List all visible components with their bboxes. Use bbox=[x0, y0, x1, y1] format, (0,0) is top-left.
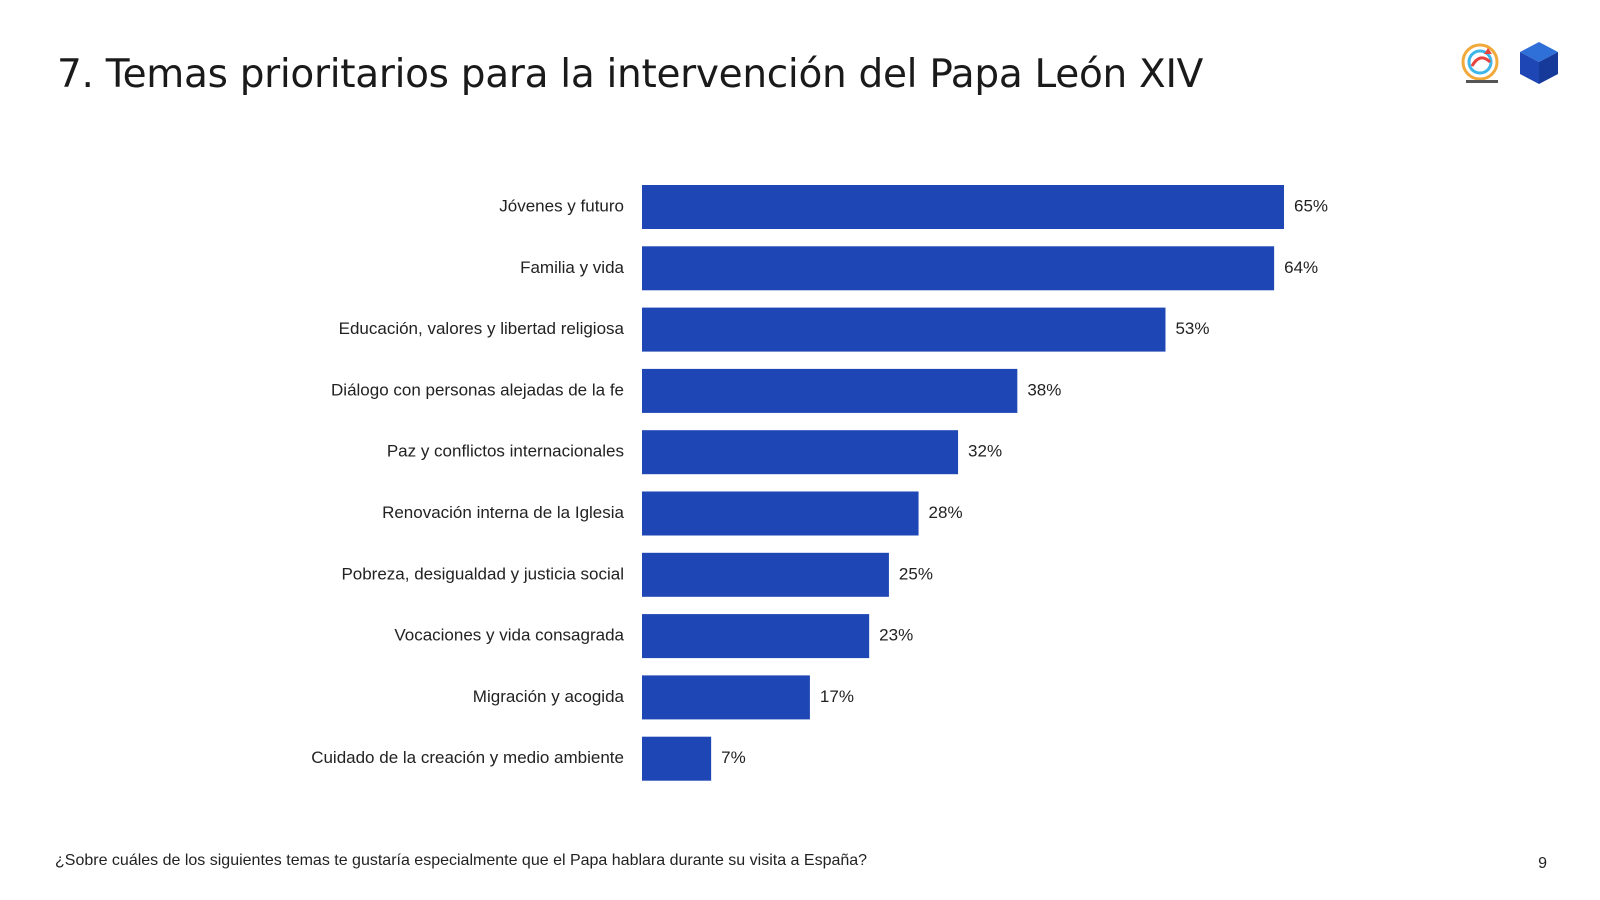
page-title: 7. Temas prioritarios para la intervenci… bbox=[57, 52, 1204, 97]
bar-chart: Jóvenes y futuro 65% Familia y vida 64% Educ… bbox=[311, 185, 1328, 781]
bar bbox=[642, 614, 870, 659]
bar bbox=[642, 675, 810, 720]
value-label: 25% bbox=[899, 564, 933, 583]
value-label: 7% bbox=[721, 748, 746, 767]
bar bbox=[642, 430, 959, 475]
value-label: 28% bbox=[929, 503, 963, 522]
bar bbox=[642, 307, 1166, 352]
category-label: Familia y vida bbox=[520, 258, 624, 277]
bar bbox=[642, 736, 712, 781]
category-label: Paz y conflictos internacionales bbox=[387, 442, 624, 461]
cube-logo-icon bbox=[1520, 42, 1558, 84]
survey-question: ¿Sobre cuáles de los siguientes temas te… bbox=[55, 852, 868, 869]
value-label: 53% bbox=[1175, 319, 1209, 338]
bar bbox=[642, 491, 919, 536]
value-label: 17% bbox=[820, 687, 854, 706]
category-label: Vocaciones y vida consagrada bbox=[394, 626, 624, 645]
bar bbox=[642, 368, 1018, 413]
category-label: Cuidado de la creación y medio ambiente bbox=[311, 748, 624, 767]
value-label: 38% bbox=[1027, 380, 1061, 399]
category-label: Educación, valores y libertad religiosa bbox=[339, 319, 625, 338]
category-label: Renovación interna de la Iglesia bbox=[382, 503, 624, 522]
value-label: 64% bbox=[1284, 258, 1318, 277]
category-label: Pobreza, desigualdad y justicia social bbox=[341, 564, 624, 583]
logo-group bbox=[1458, 40, 1560, 86]
value-label: 65% bbox=[1294, 196, 1328, 215]
bar bbox=[642, 552, 889, 597]
event-logo-icon bbox=[1461, 43, 1499, 83]
bar bbox=[642, 246, 1275, 291]
bar bbox=[642, 185, 1284, 229]
category-label: Migración y acogida bbox=[473, 687, 625, 706]
page-number: 9 bbox=[1538, 855, 1547, 872]
value-label: 32% bbox=[968, 442, 1002, 461]
category-label: Diálogo con personas alejadas de la fe bbox=[331, 380, 624, 399]
category-label: Jóvenes y futuro bbox=[499, 196, 624, 215]
value-label: 23% bbox=[879, 626, 913, 645]
